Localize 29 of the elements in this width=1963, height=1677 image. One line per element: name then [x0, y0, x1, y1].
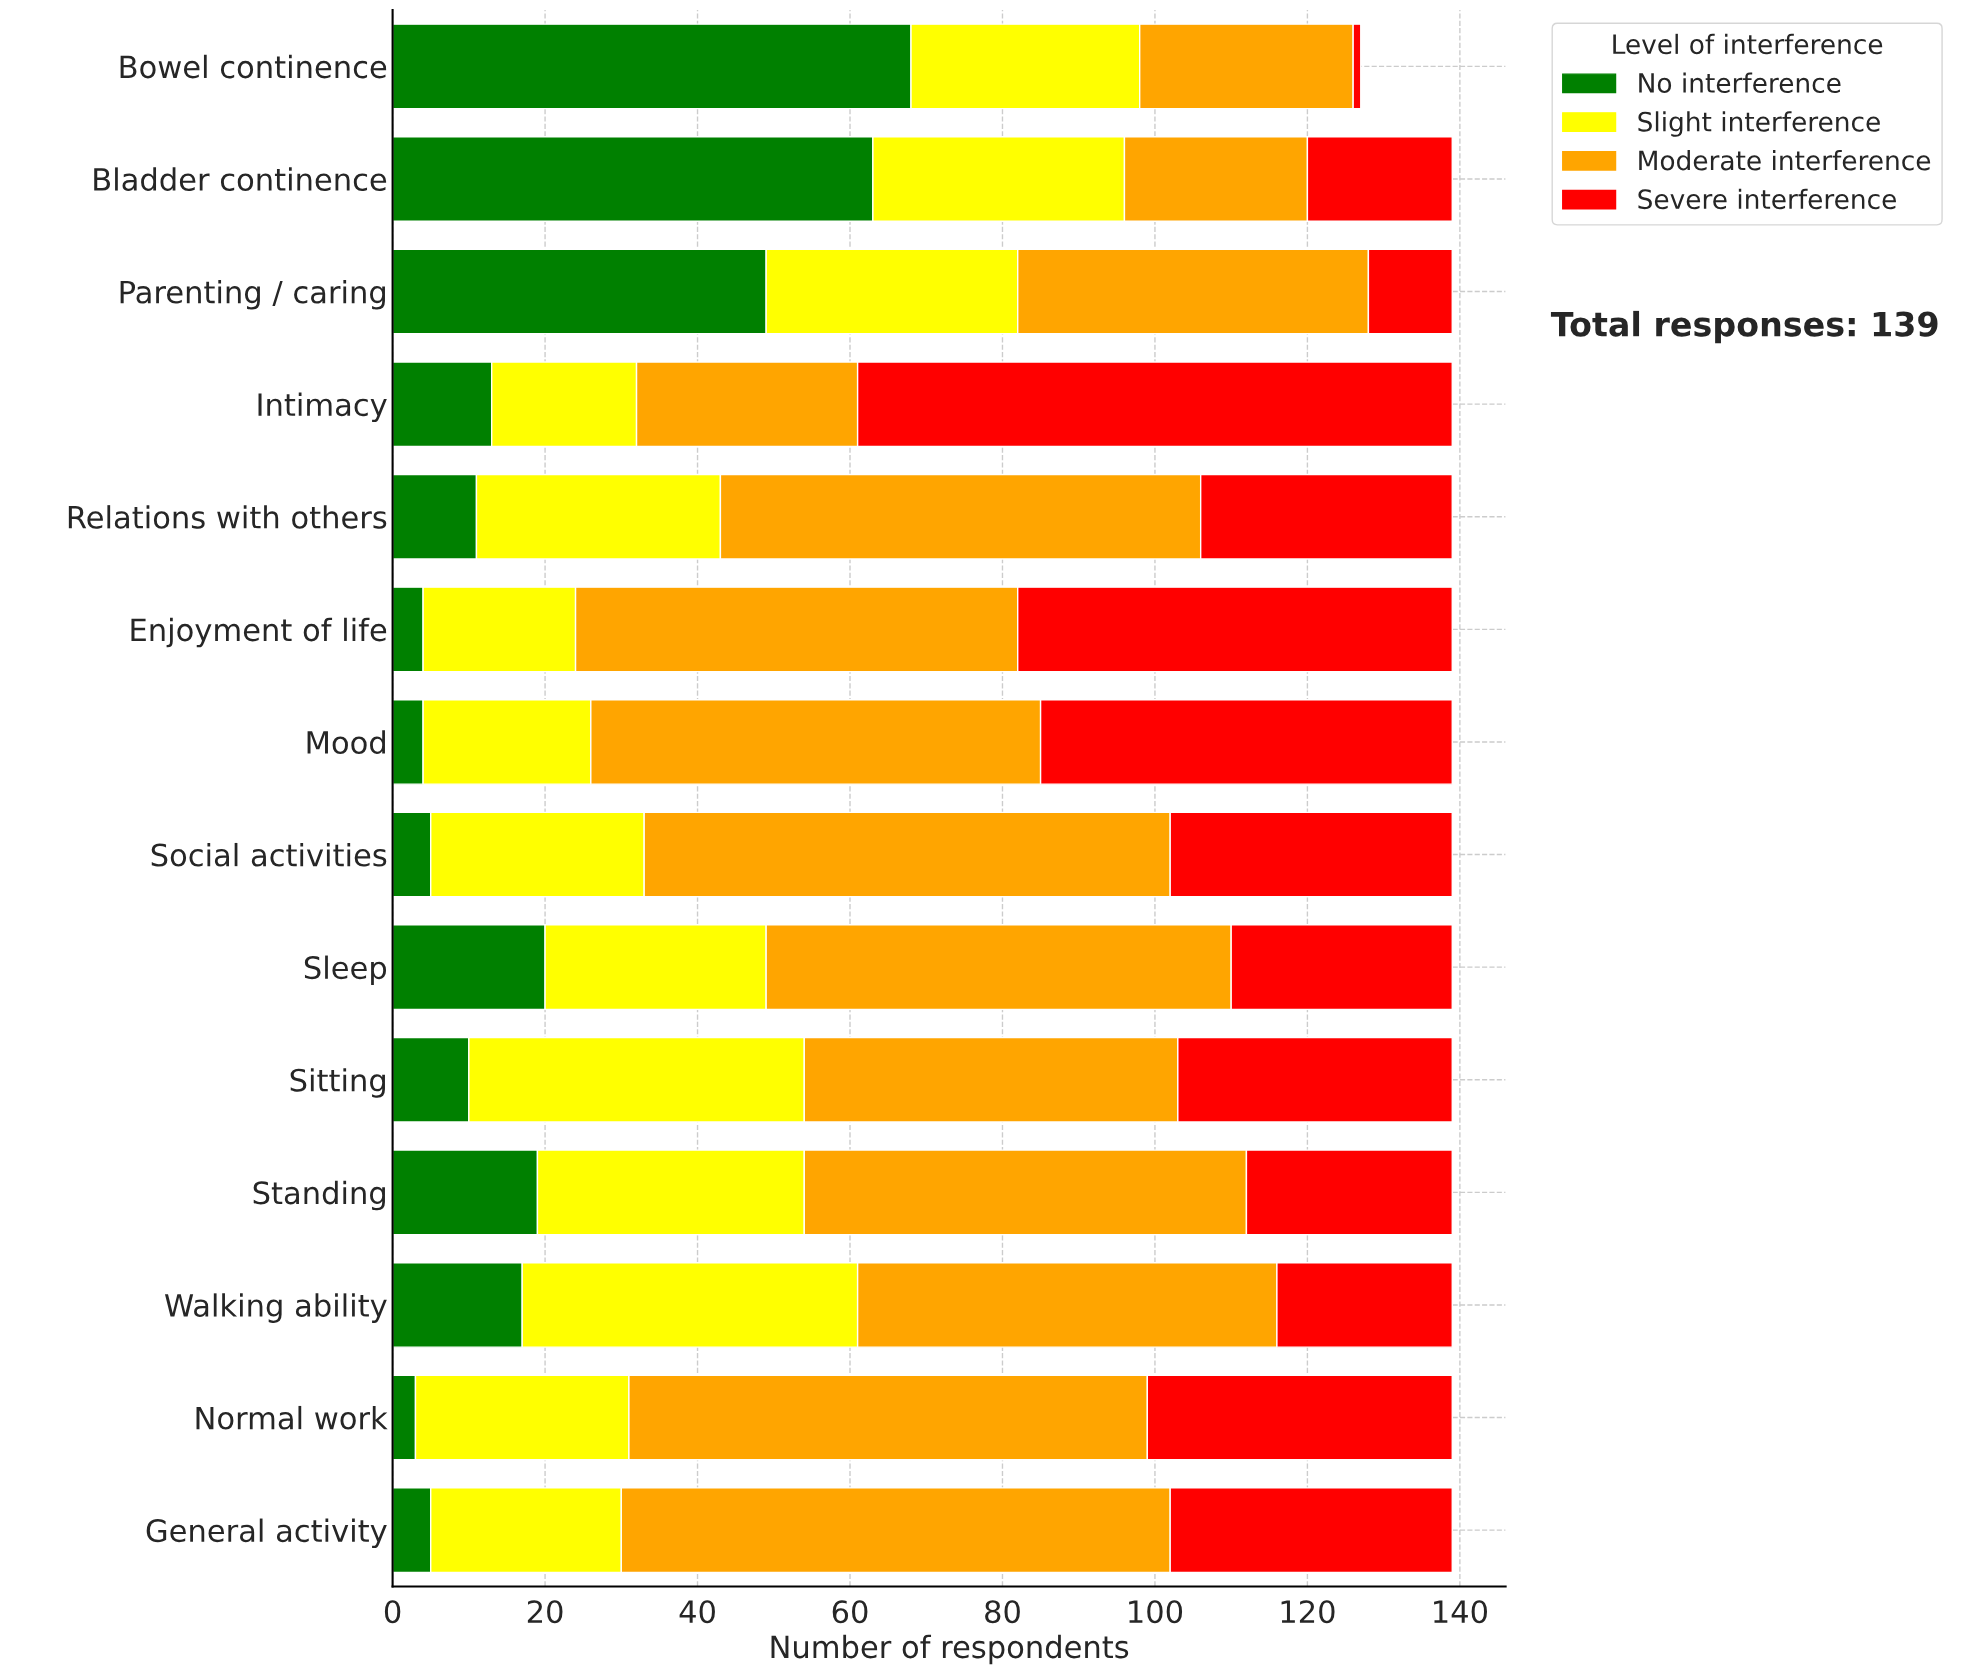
x-tick-label: 40	[679, 1600, 715, 1624]
y-tick-label: Social activities	[151, 842, 387, 867]
y-tick-label: Relations with others	[68, 505, 387, 529]
y-tick-label: Bowel continence	[120, 54, 387, 79]
y-tick-label: Enjoyment of life	[131, 617, 387, 648]
x-tick-label: 60	[832, 1600, 868, 1624]
x-axis-title: Number of respondents	[771, 1634, 1129, 1665]
y-tick-label: Mood	[307, 730, 385, 754]
legend-label: No interference	[1639, 72, 1841, 93]
y-tick-label: Normal work	[196, 1405, 388, 1430]
x-tick-label: 140	[1434, 1600, 1488, 1624]
y-tick-label: Walking ability	[164, 1293, 387, 1323]
legend-label: Moderate interference	[1639, 150, 1931, 171]
legend-label: Slight interference	[1638, 111, 1880, 137]
y-tick-label: Standing	[253, 1180, 385, 1211]
y-tick-label: Intimacy	[258, 392, 387, 423]
x-tick-label: 100	[1129, 1600, 1183, 1624]
y-tick-label: Bladder continence	[94, 167, 387, 191]
y-tick-label: Sitting	[290, 1068, 385, 1098]
text: Total responses: 139	[1550, 310, 1938, 344]
legend-label: Severe interference	[1638, 188, 1896, 210]
y-tick-label: General activity	[146, 1518, 387, 1549]
x-tick-label: 120	[1281, 1600, 1335, 1624]
y-tick-label: Parenting / caring	[120, 279, 385, 310]
y-tick-label: Sleep	[304, 955, 387, 986]
x-tick-label: 80	[985, 1600, 1020, 1624]
legend-title: Level of interference	[1613, 33, 1883, 55]
x-tick-label: 20	[527, 1600, 563, 1624]
x-tick-label: 0	[384, 1600, 401, 1624]
